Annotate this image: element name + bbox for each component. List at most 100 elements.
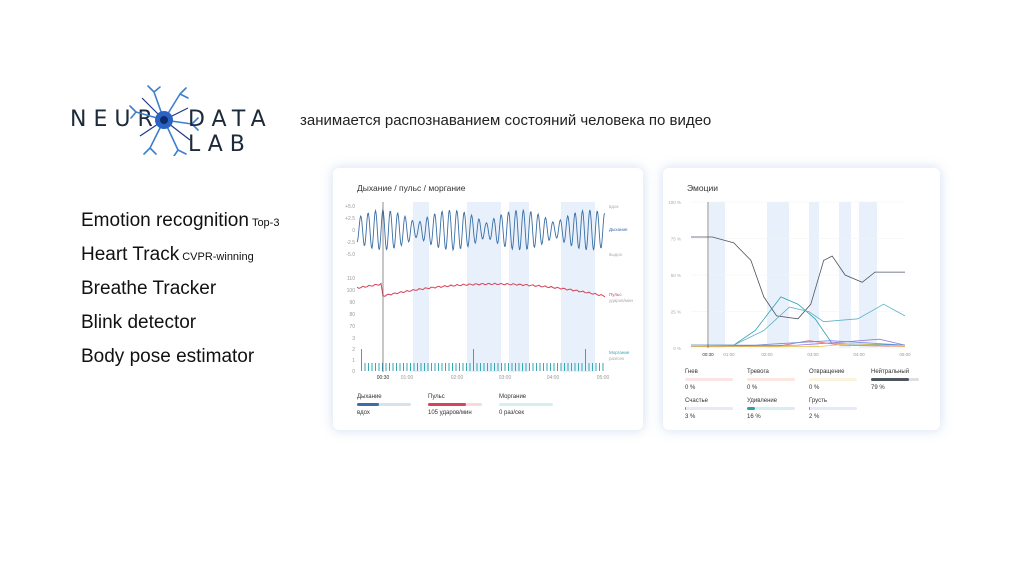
blink-tick-label: 1 — [352, 358, 355, 364]
vitals-panel-title: Дыхание / пульс / моргание — [357, 183, 466, 193]
blink-bar — [364, 363, 366, 371]
emotion-y-tick-label: 50 % — [671, 273, 681, 278]
blink-bar — [466, 363, 467, 371]
blink-bar — [571, 363, 572, 371]
blink-bar — [550, 363, 551, 371]
blink-bar — [389, 363, 390, 371]
blink-legend-label: Моргание — [609, 350, 630, 355]
breath-tick-label: 0 — [352, 228, 355, 234]
emotion-time-tick-label: 01:00 — [723, 352, 735, 357]
blink-bar — [361, 349, 362, 371]
blink-bar — [602, 363, 604, 371]
emotion-stat: Тревога 0 % — [747, 369, 795, 391]
blink-bar — [368, 363, 369, 371]
blink-bar — [406, 363, 408, 371]
emotion-y-tick-label: 75 % — [671, 237, 681, 242]
feature-item: Breathe Tracker — [81, 278, 217, 299]
blink-tick-label: 0 — [352, 369, 355, 375]
pulse-tick-label: 100 — [347, 288, 356, 294]
blink-bar — [515, 363, 516, 371]
stat-fill — [685, 407, 687, 410]
emotions-chart: 100 % 75 % 50 % 25 % 0 % 00:30 01:00 02:00 03:00… — [668, 200, 911, 357]
disgust-series-line — [691, 343, 906, 347]
blink-bar — [546, 363, 548, 371]
blink-bar — [574, 363, 576, 371]
blink-tick-label: 2 — [352, 347, 355, 353]
emotion-stat: Удивление 16 % — [747, 398, 795, 420]
blink-bar — [487, 363, 488, 371]
breath-series-line — [356, 208, 606, 252]
emotion-stat: Счастье 3 % — [685, 398, 733, 420]
stat-label: Пульс — [428, 394, 445, 400]
inhale-label: вдох — [609, 204, 619, 209]
emotion-time-tick-label: 04:00 — [853, 352, 865, 357]
blink-bar — [578, 363, 579, 371]
stat-label: Гнев — [685, 369, 698, 375]
time-tick-label: 00:30 — [377, 375, 390, 381]
emotion-y-tick-label: 100 % — [668, 200, 681, 205]
sadness-series-line — [691, 340, 906, 346]
emotion-time-tick-label: 00:30 — [702, 352, 714, 357]
neutral-series-line — [691, 236, 905, 320]
blink-bar — [459, 363, 460, 371]
stat-label: Дыхание — [357, 394, 382, 400]
stat-label: Счастье — [685, 398, 708, 404]
blink-bar — [543, 363, 544, 371]
emotion-y-tick-label: 25 % — [671, 310, 681, 315]
blink-tick-label: 3 — [352, 336, 355, 342]
blink-bar — [536, 363, 537, 371]
emotions-panel-title: Эмоции — [687, 183, 718, 193]
blink-bar — [490, 363, 492, 371]
blink-bar — [483, 363, 485, 371]
stat-bar — [871, 378, 919, 381]
blink-bar — [473, 349, 474, 371]
blink-bar — [420, 363, 422, 371]
time-tick-label: 05:00 — [597, 375, 610, 381]
stat-value: 3 % — [685, 414, 696, 420]
blink-bar — [469, 363, 471, 371]
blink-bar — [476, 363, 478, 371]
blink-bar — [592, 363, 593, 371]
stat-value: 16 % — [747, 414, 761, 420]
features-list: Emotion recognition Top-3 Heart Track CVPR… — [81, 210, 279, 380]
blink-bar — [413, 363, 415, 371]
blink-bar — [595, 363, 597, 371]
emotions-panel: Эмоции 100 % 75 % 50 % 25 % 0 % 00:30 01:00 02:… — [663, 168, 940, 430]
blink-bar — [511, 363, 513, 371]
time-tick-label: 04:00 — [547, 375, 560, 381]
blink-bar — [441, 363, 443, 371]
time-band — [467, 202, 501, 372]
pulse-legend-label: Пульс — [609, 292, 622, 297]
stat-value: 79 % — [871, 385, 885, 391]
blink-bar — [522, 363, 523, 371]
blink-bar — [529, 363, 530, 371]
blink-bar — [385, 363, 387, 371]
stat-value: 105 ударов/мин — [428, 410, 472, 416]
tagline: занимается распознаванием состояний чело… — [300, 112, 712, 129]
blink-bar — [434, 363, 436, 371]
stat-fill — [357, 403, 379, 406]
pulse-tick-label: 110 — [347, 276, 355, 282]
blink-bar — [585, 349, 586, 371]
breath-tick-label: -2.5 — [346, 240, 355, 246]
blink-bar — [508, 363, 509, 371]
blink-bar — [371, 363, 373, 371]
breath-tick-label: +5.0 — [345, 204, 355, 210]
time-tick-label: 03:00 — [499, 375, 512, 381]
surprise-secondary-line — [691, 303, 906, 346]
blink-bar — [525, 363, 527, 371]
stat-value: 2 % — [809, 414, 820, 420]
blink-bar — [392, 363, 394, 371]
blink-bar — [588, 363, 590, 371]
blink-bar — [532, 363, 534, 371]
logo-text-neur: NEUR — [70, 107, 160, 132]
blink-bar — [382, 363, 383, 371]
emotion-stat: Отвращение 0 % — [809, 369, 857, 391]
pulse-unit-label: ударов/мин — [609, 298, 633, 303]
blink-bar — [375, 363, 376, 371]
stat-bar — [747, 378, 795, 381]
stat-bar — [685, 378, 733, 381]
breath-tick-label: +2.5 — [345, 216, 355, 222]
stat-value: 0 % — [685, 385, 696, 391]
blink-bar — [438, 363, 439, 371]
